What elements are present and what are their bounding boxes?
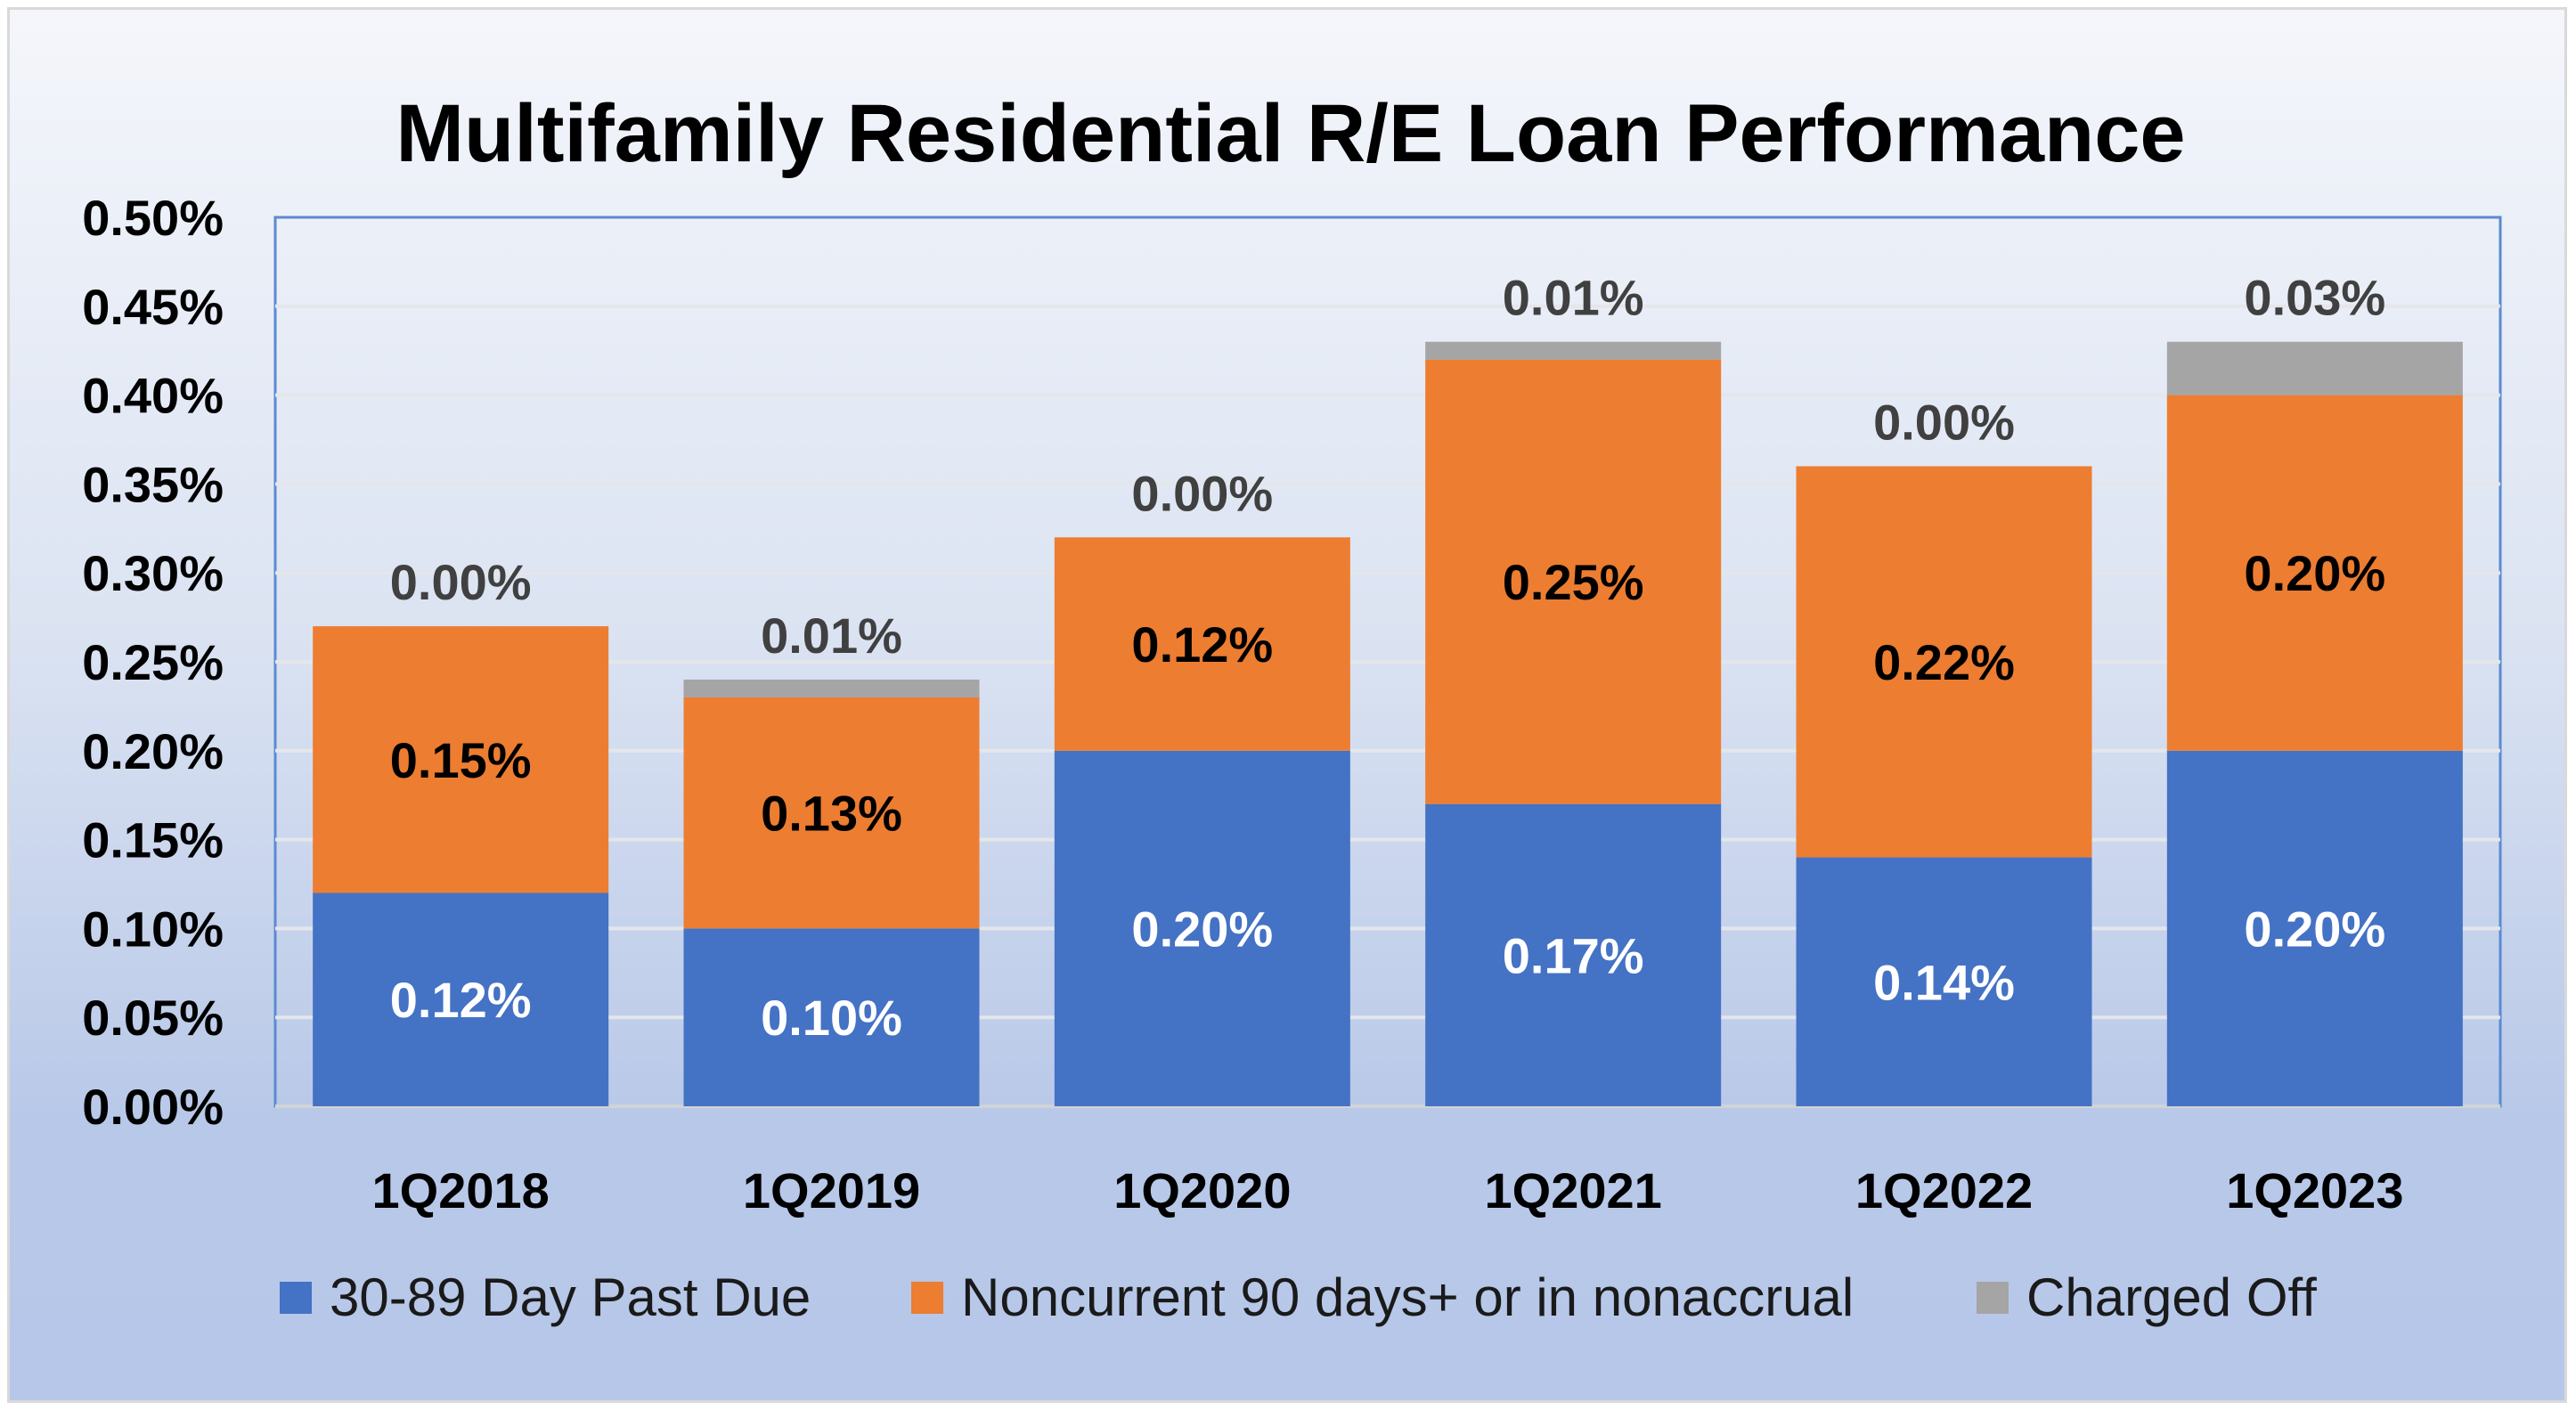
y-tick-label: 0.25% [82, 634, 224, 690]
bar-segment [1796, 857, 2092, 1106]
chart-frame: Multifamily Residential R/E Loan Perform… [7, 7, 2567, 1403]
legend-swatch [280, 1282, 312, 1314]
data-label: 0.20% [1131, 901, 1273, 957]
bar-segment [2166, 750, 2463, 1106]
y-tick-label: 0.20% [82, 723, 224, 779]
data-label: 0.12% [390, 972, 532, 1028]
y-tick-label: 0.45% [82, 279, 224, 335]
data-label: 0.22% [1873, 634, 2015, 690]
x-axis-ticks: 1Q2018 1Q2019 1Q2020 1Q2021 1Q2022 1Q2023 [372, 1162, 2404, 1218]
y-tick-label: 0.50% [82, 190, 224, 246]
y-tick-label: 0.05% [82, 990, 224, 1046]
data-label: 0.00% [1873, 394, 2015, 450]
data-label: 0.25% [1503, 554, 1644, 610]
bar-segment [2166, 341, 2463, 395]
legend-swatch [911, 1282, 943, 1314]
bar-segment [1054, 750, 1350, 1106]
y-tick-label: 0.10% [82, 901, 224, 957]
data-label: 0.01% [1503, 270, 1644, 326]
data-label: 0.20% [2244, 545, 2385, 601]
y-tick-label: 0.40% [82, 368, 224, 424]
data-label: 0.15% [390, 732, 532, 788]
legend-label: Charged Off [2026, 1267, 2317, 1327]
data-label: 0.03% [2244, 270, 2385, 326]
data-label: 0.17% [1503, 927, 1644, 983]
data-label: 0.10% [761, 990, 902, 1046]
bar-segment [683, 697, 980, 929]
bars: 0.12% 0.15% 0.00% 0.10% 0.13% 0.01% 0.20% 0.12%… [313, 270, 2463, 1106]
x-tick-label: 1Q2023 [2226, 1162, 2403, 1218]
data-label: 0.14% [1873, 954, 2015, 1010]
bar-segment [1796, 466, 2092, 858]
gridlines [275, 304, 2500, 1108]
y-tick-label: 0.00% [82, 1079, 224, 1135]
y-axis-ticks: 0.00% 0.05% 0.10% 0.15% 0.20% 0.25% 0.30% 0.35%… [82, 190, 224, 1135]
legend-label: 30-89 Day Past Due [330, 1267, 811, 1327]
data-label: 0.01% [761, 607, 902, 664]
stacked-bar-chart: Multifamily Residential R/E Loan Perform… [82, 88, 2502, 1327]
bar-segment [1425, 341, 1722, 360]
y-tick-label: 0.30% [82, 545, 224, 601]
bar-segment [1425, 359, 1722, 804]
legend-label: Noncurrent 90 days+ or in nonaccrual [961, 1267, 1854, 1327]
y-tick-label: 0.15% [82, 812, 224, 868]
data-label: 0.00% [1131, 465, 1273, 521]
bar-segment [683, 679, 980, 697]
data-label: 0.12% [1131, 616, 1273, 672]
y-tick-label: 0.35% [82, 456, 224, 512]
bar-segment [683, 928, 980, 1106]
x-tick-label: 1Q2021 [1485, 1162, 1662, 1218]
bar-segment [1425, 803, 1722, 1106]
x-tick-label: 1Q2018 [372, 1162, 550, 1218]
data-label: 0.20% [2244, 901, 2385, 957]
legend: 30-89 Day Past Due Noncurrent 90 days+ or… [280, 1267, 2317, 1327]
bar-segment [313, 892, 609, 1106]
chart-title: Multifamily Residential R/E Loan Perform… [395, 88, 2185, 179]
legend-swatch [1977, 1282, 2009, 1314]
x-tick-label: 1Q2020 [1113, 1162, 1291, 1218]
bar-segment [1054, 537, 1350, 751]
bar-segment [2166, 395, 2463, 751]
x-tick-label: 1Q2019 [743, 1162, 920, 1218]
data-label: 0.00% [390, 554, 532, 610]
x-tick-label: 1Q2022 [1855, 1162, 2033, 1218]
bar-segment [313, 626, 609, 893]
data-label: 0.13% [761, 786, 902, 842]
